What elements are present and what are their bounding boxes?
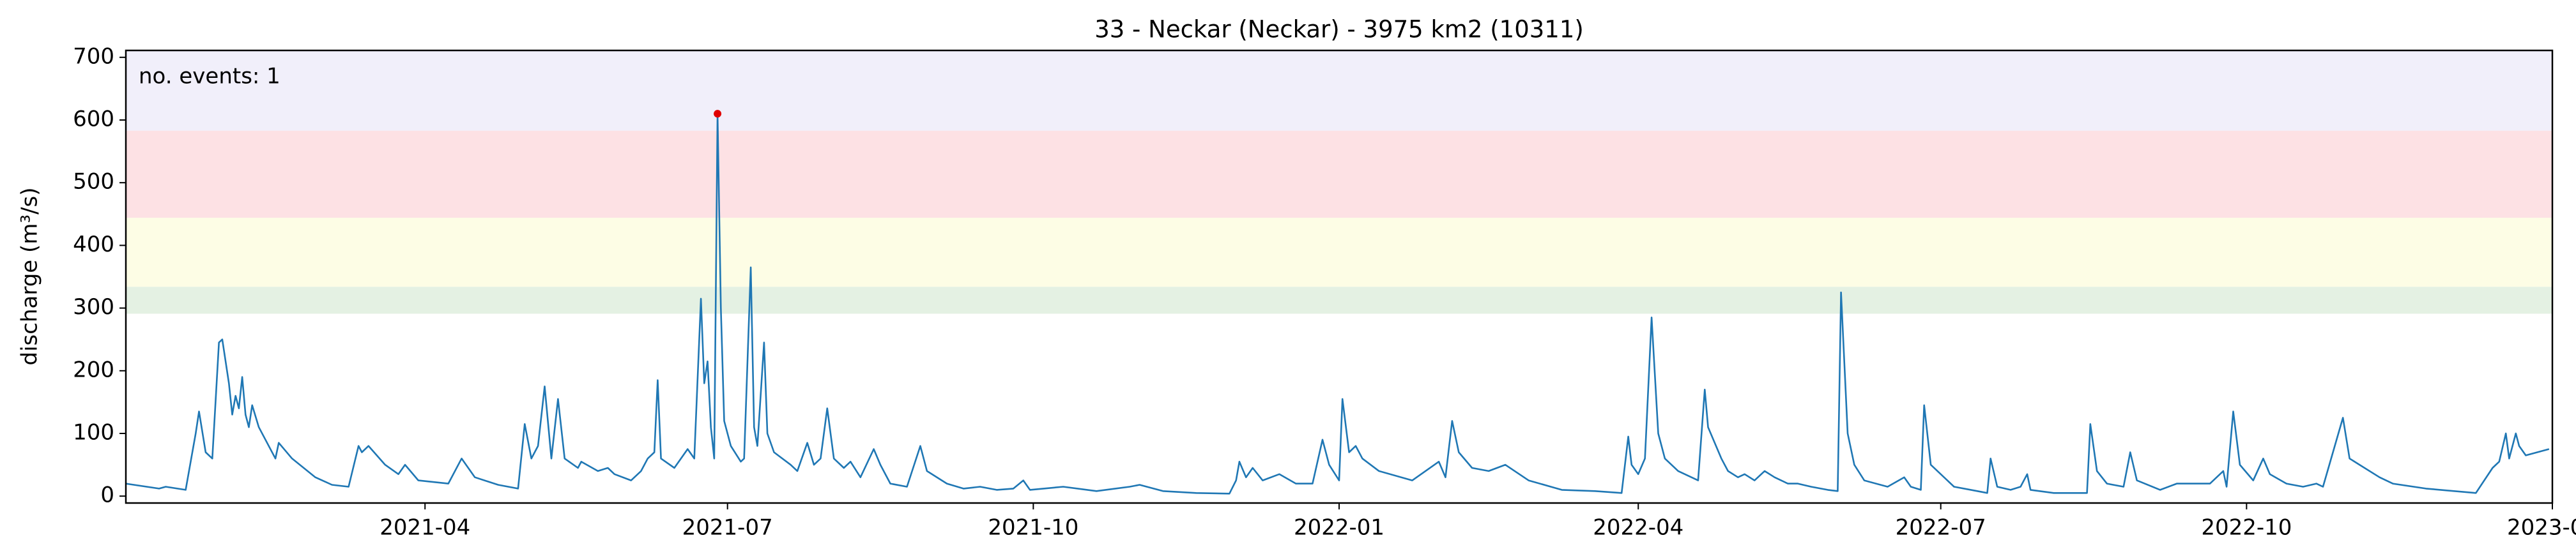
y-tick-label: 300 — [73, 294, 114, 320]
x-tick-label: 2022-01 — [1294, 515, 1384, 541]
x-tick-label: 2022-10 — [2201, 515, 2292, 541]
events-annotation: no. events: 1 — [139, 64, 280, 89]
x-tick-label: 2023-01 — [2507, 515, 2576, 541]
threshold-band — [126, 130, 2552, 218]
plot-frame — [125, 49, 2554, 504]
threshold-band — [126, 218, 2552, 287]
threshold-band — [126, 287, 2552, 314]
event-marker — [714, 110, 722, 118]
y-tick-label: 600 — [73, 107, 114, 132]
x-tick-label: 2021-04 — [379, 515, 470, 541]
y-tick-label: 0 — [100, 483, 114, 508]
y-tick-label: 700 — [73, 43, 114, 69]
x-tick-label: 2021-10 — [988, 515, 1078, 541]
y-tick-label: 100 — [73, 419, 114, 445]
y-tick-label: 500 — [73, 169, 114, 195]
chart-title: 33 - Neckar (Neckar) - 3975 km2 (10311) — [1094, 16, 1584, 43]
discharge-line — [125, 112, 2550, 495]
x-tick-label: 2022-07 — [1896, 515, 1986, 541]
y-axis-label: discharge (m³/s) — [17, 188, 43, 366]
y-tick-label: 400 — [73, 232, 114, 257]
x-tick-label: 2021-07 — [682, 515, 773, 541]
y-tick-label: 200 — [73, 357, 114, 382]
threshold-band — [126, 50, 2552, 131]
x-tick-label: 2022-04 — [1593, 515, 1683, 541]
